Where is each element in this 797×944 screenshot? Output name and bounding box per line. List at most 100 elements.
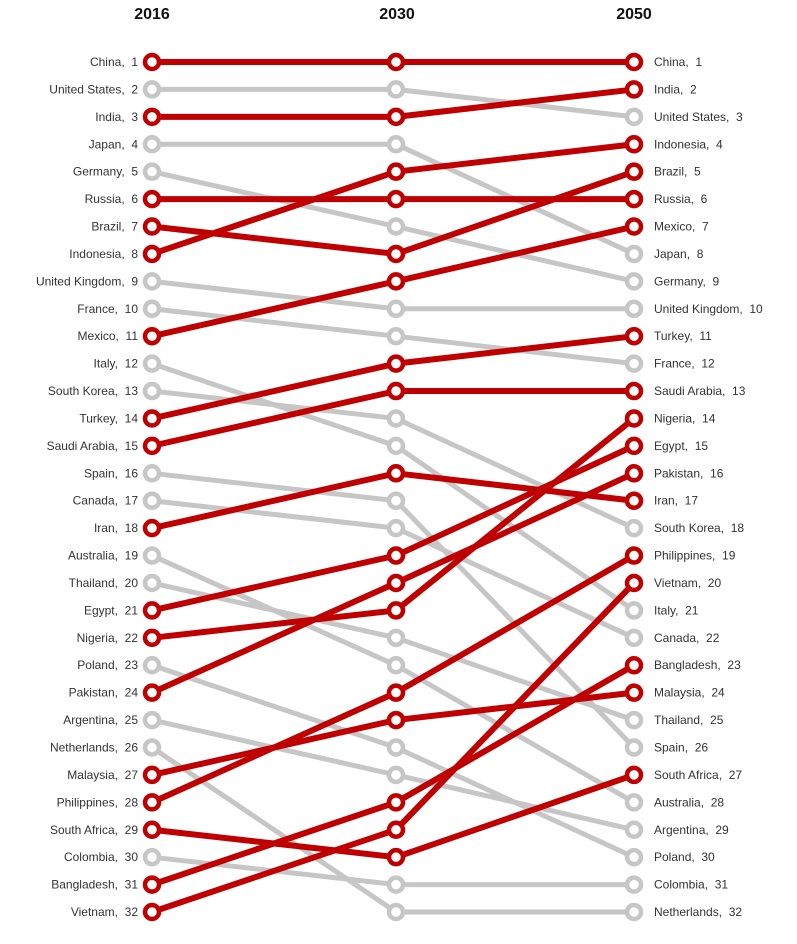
column-header-2050: 2050 xyxy=(616,6,652,23)
node-pakistan-2050 xyxy=(624,464,644,483)
left-label-thailand: Thailand, 20 xyxy=(69,576,139,590)
node-mexico-2030 xyxy=(386,272,406,291)
left-label-canada: Canada, 17 xyxy=(73,494,139,508)
node-colombia-2050 xyxy=(624,875,644,894)
left-label-spain: Spain, 16 xyxy=(84,466,138,480)
node-australia-2050 xyxy=(624,793,644,812)
left-label-bangladesh: Bangladesh, 31 xyxy=(51,878,138,892)
left-label-vietnam: Vietnam, 32 xyxy=(71,905,138,919)
column-header-2016: 2016 xyxy=(134,6,170,23)
node-russia-2050 xyxy=(624,189,644,209)
left-label-egypt: Egypt, 21 xyxy=(84,603,138,617)
node-china-2050 xyxy=(624,52,644,72)
node-indonesia-2016 xyxy=(142,244,162,264)
left-label-united-kingdom: United Kingdom, 9 xyxy=(36,274,138,288)
node-italy-2030 xyxy=(386,436,406,456)
node-india-2016 xyxy=(142,107,162,127)
right-label-argentina: Argentina, 29 xyxy=(654,823,729,837)
right-label-bangladesh: Bangladesh, 23 xyxy=(654,658,741,672)
left-label-china: China, 1 xyxy=(90,55,138,69)
left-label-argentina: Argentina, 25 xyxy=(63,713,138,727)
left-label-italy: Italy, 12 xyxy=(94,357,139,371)
node-argentina-2016 xyxy=(142,710,162,730)
labels-layer: China, 1 China, 1 United States, 2 United S… xyxy=(36,55,763,919)
column-header-2030: 2030 xyxy=(379,6,415,23)
node-united-states-2016 xyxy=(142,80,162,99)
left-label-poland: Poland, 23 xyxy=(77,658,138,672)
node-malaysia-2030 xyxy=(386,710,406,730)
right-label-italy: Italy, 21 xyxy=(654,603,699,617)
node-philippines-2030 xyxy=(386,683,406,702)
node-brazil-2016 xyxy=(142,217,162,236)
left-label-colombia: Colombia, 30 xyxy=(64,850,138,864)
node-saudi-arabia-2050 xyxy=(624,381,644,401)
right-label-pakistan: Pakistan, 16 xyxy=(654,466,724,480)
node-egypt-2050 xyxy=(624,436,644,456)
node-france-2050 xyxy=(624,354,644,373)
trend-line-south-africa xyxy=(149,771,637,861)
left-label-nigeria: Nigeria, 22 xyxy=(77,631,139,645)
right-label-thailand: Thailand, 25 xyxy=(654,713,724,727)
highlight-markers-layer xyxy=(142,52,644,922)
node-netherlands-2016 xyxy=(142,738,162,757)
left-label-mexico: Mexico, 11 xyxy=(78,329,139,343)
node-vietnam-2030 xyxy=(386,820,406,840)
node-spain-2030 xyxy=(386,491,406,510)
node-south-africa-2050 xyxy=(624,765,644,785)
node-canada-2016 xyxy=(142,491,162,510)
node-thailand-2030 xyxy=(386,628,406,648)
node-china-2016 xyxy=(142,52,162,72)
left-label-brazil: Brazil, 7 xyxy=(91,220,138,234)
left-label-australia: Australia, 19 xyxy=(68,549,138,563)
node-united-kingdom-2050 xyxy=(624,299,644,319)
right-label-turkey: Turkey, 11 xyxy=(654,329,712,343)
node-pakistan-2030 xyxy=(386,573,406,593)
node-south-korea-2050 xyxy=(624,518,644,538)
right-label-india: India, 2 xyxy=(654,82,697,96)
node-russia-2016 xyxy=(142,189,162,209)
right-label-saudi-arabia: Saudi Arabia, 13 xyxy=(654,384,746,398)
node-france-2016 xyxy=(142,299,162,319)
node-nigeria-2050 xyxy=(624,409,644,428)
right-label-japan: Japan, 8 xyxy=(654,247,704,261)
node-netherlands-2030 xyxy=(386,902,406,922)
node-france-2030 xyxy=(386,326,406,346)
right-label-philippines: Philippines, 19 xyxy=(654,549,736,563)
node-nigeria-2030 xyxy=(386,601,406,620)
node-indonesia-2030 xyxy=(386,162,406,181)
node-philippines-2016 xyxy=(142,793,162,812)
node-malaysia-2016 xyxy=(142,765,162,785)
node-turkey-2030 xyxy=(386,354,406,373)
right-label-netherlands: Netherlands, 32 xyxy=(654,905,742,919)
node-india-2050 xyxy=(624,80,644,99)
node-canada-2030 xyxy=(386,518,406,538)
right-label-canada: Canada, 22 xyxy=(654,631,720,645)
right-label-nigeria: Nigeria, 14 xyxy=(654,411,716,425)
node-iran-2030 xyxy=(386,464,406,483)
node-south-korea-2030 xyxy=(386,409,406,428)
right-label-colombia: Colombia, 31 xyxy=(654,878,728,892)
node-philippines-2050 xyxy=(624,546,644,565)
node-argentina-2030 xyxy=(386,765,406,785)
node-germany-2030 xyxy=(386,217,406,236)
left-label-south-korea: South Korea, 13 xyxy=(48,384,138,398)
node-turkey-2050 xyxy=(624,326,644,346)
node-egypt-2030 xyxy=(386,546,406,565)
node-spain-2016 xyxy=(142,464,162,483)
right-label-malaysia: Malaysia, 24 xyxy=(654,686,725,700)
left-label-saudi-arabia: Saudi Arabia, 15 xyxy=(47,439,139,453)
node-iran-2016 xyxy=(142,518,162,538)
left-label-netherlands: Netherlands, 26 xyxy=(50,741,138,755)
right-label-australia: Australia, 28 xyxy=(654,795,724,809)
left-label-pakistan: Pakistan, 24 xyxy=(69,686,139,700)
node-poland-2050 xyxy=(624,847,644,867)
node-colombia-2030 xyxy=(386,875,406,894)
node-mexico-2016 xyxy=(142,326,162,346)
node-italy-2016 xyxy=(142,354,162,373)
node-vietnam-2016 xyxy=(142,902,162,922)
left-label-south-africa: South Africa, 29 xyxy=(50,823,138,837)
node-nigeria-2016 xyxy=(142,628,162,648)
node-south-korea-2016 xyxy=(142,381,162,401)
